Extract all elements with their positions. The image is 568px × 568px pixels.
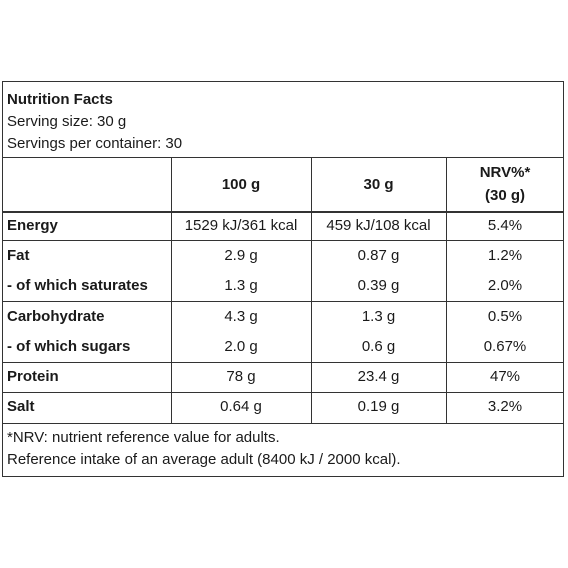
- nutrient-name-carbohydrate: Carbohydrate: [7, 308, 105, 325]
- nutrient-name-sugars: - of which sugars: [7, 338, 131, 355]
- divider-row: [2, 301, 564, 302]
- fat-per-30g: 0.87 g: [357, 247, 400, 264]
- energy-per-30g: 459 kJ/108 kcal: [326, 217, 431, 234]
- carbohydrate-nrv: 0.5%: [487, 308, 523, 325]
- nutrient-name-fat: Fat: [7, 247, 30, 264]
- divider-row: [2, 362, 564, 363]
- saturates-per-100g: 1.3 g: [224, 277, 258, 294]
- energy-per-100g: 1529 kJ/361 kcal: [184, 217, 298, 234]
- divider-row: [2, 392, 564, 393]
- column-divider: [171, 157, 172, 423]
- nutrient-name-protein: Protein: [7, 368, 59, 385]
- footnote-reference-intake: Reference intake of an average adult (84…: [7, 451, 401, 468]
- fat-per-100g: 2.9 g: [224, 247, 258, 264]
- energy-nrv: 5.4%: [487, 217, 523, 234]
- serving-size-text: Serving size: 30 g: [7, 113, 127, 130]
- carbohydrate-per-100g: 4.3 g: [224, 308, 258, 325]
- sugars-per-30g: 0.6 g: [361, 338, 396, 355]
- nutrient-name-saturates: - of which saturates: [7, 277, 148, 294]
- salt-per-30g: 0.19 g: [357, 398, 400, 415]
- divider-header: [2, 157, 564, 158]
- nutrition-title: Nutrition Facts: [7, 91, 113, 108]
- column-divider: [311, 157, 312, 423]
- nutrient-name-energy: Energy: [7, 217, 58, 234]
- footnote-nrv-definition: *NRV: nutrient reference value for adult…: [7, 429, 280, 446]
- saturates-nrv: 2.0%: [487, 277, 523, 294]
- nutrition-facts-panel: [2, 81, 564, 477]
- servings-per-container-text: Servings per container: 30: [7, 135, 183, 152]
- protein-nrv: 47%: [489, 368, 521, 385]
- saturates-per-30g: 0.39 g: [357, 277, 400, 294]
- nutrition-header: Nutrition Facts Serving size: 30 g Servi…: [7, 89, 182, 155]
- column-divider: [446, 157, 447, 423]
- protein-per-100g: 78 g: [226, 368, 256, 385]
- carbohydrate-per-30g: 1.3 g: [361, 308, 396, 325]
- nrv-footnote: *NRV: nutrient reference value for adult…: [7, 427, 401, 471]
- sugars-per-100g: 2.0 g: [224, 338, 258, 355]
- divider-column-header: [2, 211, 564, 213]
- column-header-nrv-portion: (30 g): [484, 187, 525, 204]
- salt-nrv: 3.2%: [487, 398, 523, 415]
- protein-per-30g: 23.4 g: [357, 368, 400, 385]
- column-header-nrv: NRV%*: [479, 164, 531, 181]
- divider-footnote: [2, 423, 564, 424]
- column-header-30g: 30 g: [363, 176, 394, 193]
- sugars-nrv: 0.67%: [483, 338, 527, 355]
- salt-per-100g: 0.64 g: [220, 398, 262, 415]
- divider-row: [2, 240, 564, 241]
- nutrient-name-salt: Salt: [7, 398, 35, 415]
- column-header-100g: 100 g: [221, 176, 261, 193]
- fat-nrv: 1.2%: [487, 247, 523, 264]
